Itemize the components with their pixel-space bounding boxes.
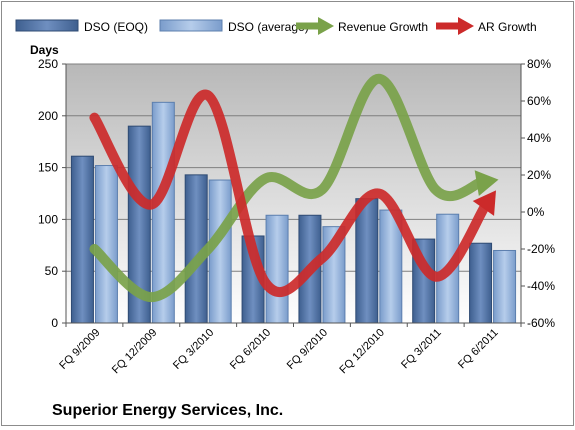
legend-arrow-revenue-growth xyxy=(318,17,334,35)
y-left-tick-label: 0 xyxy=(51,316,58,330)
chart-svg: 0 50 100 150 200 250 -60% -40% -20% 0% 20% 40% 60% 80… xyxy=(15,17,555,419)
legend-label-dso-eoq-: DSO (EOQ) xyxy=(84,20,148,34)
x-tick-label: FQ 12/2010 xyxy=(337,327,387,377)
legend-arrow-ar-growth xyxy=(458,17,474,35)
bar-dso-eoq xyxy=(70,155,94,324)
y-left-tick-label: 250 xyxy=(38,57,58,71)
bar-dso-eoq xyxy=(469,242,493,324)
y-right-tick-label: -60% xyxy=(527,316,555,330)
bar-dso-average xyxy=(94,165,118,324)
x-tick-label: FQ 9/2009 xyxy=(57,327,102,372)
revenue-growth-line xyxy=(89,73,486,303)
x-tick-label: FQ 3/2011 xyxy=(399,327,444,372)
bar-dso-average xyxy=(493,249,517,324)
lines-layer xyxy=(89,73,499,303)
y-left-tick-label: 100 xyxy=(38,212,58,226)
x-tick-label: FQ 12/2009 xyxy=(110,327,160,377)
x-tick-label: FQ 9/2010 xyxy=(285,327,330,372)
y-right-tick-label: -40% xyxy=(527,279,555,293)
legend-label-revenue-growth: Revenue Growth xyxy=(338,20,428,34)
y-right-tick-label: 20% xyxy=(527,168,551,182)
y-right-tick-label: 40% xyxy=(527,131,551,145)
bar-dso-eoq xyxy=(355,198,379,324)
legend: DSO (EOQ) DSO (average) Revenue Growth AR G… xyxy=(15,17,537,35)
y-left-tick-label: 200 xyxy=(38,109,58,123)
y-right-tick-label: 60% xyxy=(527,94,551,108)
ar-growth-arrowhead xyxy=(472,190,496,216)
bar-dso-average xyxy=(265,214,289,324)
legend-label-dso-average-: DSO (average) xyxy=(228,20,309,34)
legend-label-ar-growth: AR Growth xyxy=(478,20,537,34)
chart-title: Superior Energy Services, Inc. xyxy=(52,402,283,419)
y-left-tick-label: 50 xyxy=(45,264,59,278)
x-tick-label: FQ 6/2010 xyxy=(228,327,273,372)
legend-swatch-dso-eoq- xyxy=(15,19,79,32)
legend-swatch-dso-average- xyxy=(159,19,223,32)
x-tick-label: FQ 3/2010 xyxy=(171,327,216,372)
x-tick-label: FQ 6/2011 xyxy=(456,327,501,372)
bars-layer xyxy=(70,101,517,324)
y-right-tick-label: -20% xyxy=(527,242,555,256)
y-left-tick-label: 150 xyxy=(38,161,58,175)
y-right-tick-label: 0% xyxy=(527,205,545,219)
ar-growth-line xyxy=(89,89,491,297)
revenue-growth-arrowhead xyxy=(474,170,499,196)
y-axis-title: Days xyxy=(30,43,59,57)
y-right-tick-label: 80% xyxy=(527,57,551,71)
